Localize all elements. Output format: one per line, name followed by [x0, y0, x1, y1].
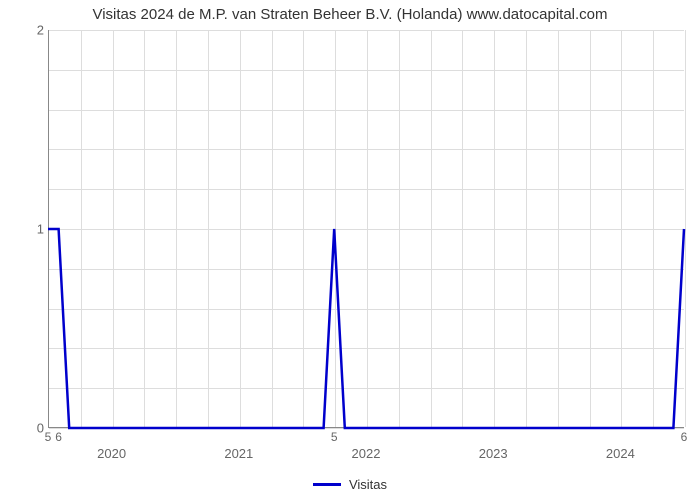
- x-tick-label: 2023: [479, 446, 508, 461]
- y-tick-label: 1: [4, 222, 44, 237]
- x-tick-label: 2020: [97, 446, 126, 461]
- legend-label: Visitas: [349, 477, 387, 492]
- x-point-label: 6: [55, 430, 62, 444]
- x-point-label: 6: [681, 430, 688, 444]
- line-series: [48, 30, 684, 428]
- legend-swatch: [313, 483, 341, 486]
- gridline-vertical: [685, 30, 686, 427]
- series-line: [48, 229, 684, 428]
- x-point-label: 5: [45, 430, 52, 444]
- chart-title: Visitas 2024 de M.P. van Straten Beheer …: [0, 6, 700, 23]
- x-tick-label: 2022: [352, 446, 381, 461]
- x-tick-label: 2021: [224, 446, 253, 461]
- y-tick-label: 0: [4, 421, 44, 436]
- legend: Visitas: [0, 476, 700, 492]
- x-tick-label: 2024: [606, 446, 635, 461]
- y-tick-label: 2: [4, 23, 44, 38]
- x-point-label: 5: [331, 430, 338, 444]
